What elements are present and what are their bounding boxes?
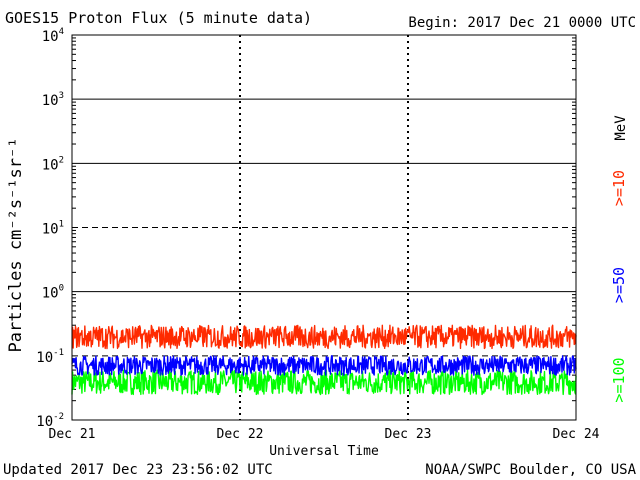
legend-series-50: >=50 <box>610 267 628 303</box>
y-tick-label: 101 <box>42 220 64 238</box>
y-tick-label: 103 <box>42 91 64 109</box>
y-axis-label: Particles cm⁻²s⁻¹sr⁻¹ <box>6 138 26 353</box>
y-tick-label: 100 <box>42 284 64 302</box>
data-series-group <box>71 324 577 396</box>
y-tick-labels: 104 103 102 101 100 10-1 10-2 <box>36 27 64 430</box>
legend-series-100: >=100 <box>610 357 628 402</box>
begin-time-label: Begin: 2017 Dec 21 0000 UTC <box>408 15 636 31</box>
x-axis-label: Universal Time <box>269 444 379 459</box>
series-line <box>71 355 577 376</box>
energy-unit-label: MeV <box>613 115 629 141</box>
y-tick-label: 104 <box>42 27 64 45</box>
x-tick-label: Dec 21 <box>49 427 96 442</box>
agency-credit: NOAA/SWPC Boulder, CO USA <box>425 462 636 478</box>
updated-timestamp: Updated 2017 Dec 23 23:56:02 UTC <box>3 462 273 478</box>
series-line <box>71 324 577 350</box>
y-tick-label: 10-2 <box>36 412 64 430</box>
x-tick-label: Dec 22 <box>217 427 264 442</box>
series-line <box>71 369 577 396</box>
y-tick-label: 10-1 <box>36 348 64 366</box>
plot-frame <box>71 34 577 421</box>
legend-series-10: >=10 <box>610 170 628 206</box>
chart-title: GOES15 Proton Flux (5 minute data) <box>5 9 312 27</box>
x-tick-label: Dec 23 <box>385 427 432 442</box>
x-tick-labels: Dec 21 Dec 22 Dec 23 Dec 24 <box>49 427 600 442</box>
y-tick-label: 102 <box>42 155 64 173</box>
x-tick-label: Dec 24 <box>553 427 600 442</box>
